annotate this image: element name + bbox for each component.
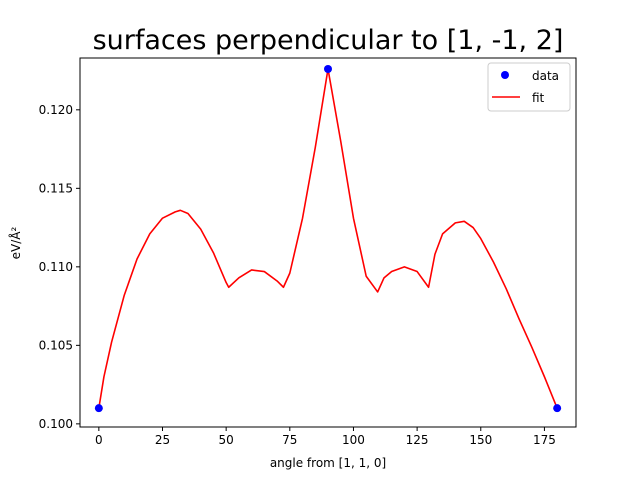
y-axis-label: eV/Å² <box>8 226 23 259</box>
data-point <box>324 64 332 73</box>
data-point <box>94 404 103 413</box>
fit-line <box>98 68 558 409</box>
legend-label-fit: fit <box>532 91 545 105</box>
y-tick-label: 0.115 <box>39 181 73 195</box>
x-axis-label: angle from [1, 1, 0] <box>270 456 386 470</box>
x-tick-label: 75 <box>282 433 297 447</box>
y-tick-label: 0.110 <box>39 260 73 274</box>
legend-marker-data <box>501 71 509 79</box>
chart-title: surfaces perpendicular to [1, -1, 2] <box>93 25 564 56</box>
x-tick-label: 25 <box>155 433 170 447</box>
y-tick-label: 0.100 <box>39 417 73 431</box>
plot-area: 0 25 50 75 100 125 150 175 0.100 0.105 0.110 0.115 0… <box>39 57 577 447</box>
x-tick-label: 125 <box>406 433 429 447</box>
data-point <box>553 404 562 413</box>
x-tick-label: 175 <box>533 433 556 447</box>
y-tick-label: 0.105 <box>39 338 73 352</box>
x-tick-label: 150 <box>469 433 492 447</box>
x-tick-label: 100 <box>342 433 365 447</box>
y-tick-label: 0.120 <box>39 103 73 117</box>
x-tick-label: 0 <box>95 433 103 447</box>
legend-label-data: data <box>532 69 559 83</box>
axes-frame <box>79 57 577 428</box>
legend: data fit <box>487 62 571 112</box>
x-tick-label: 50 <box>219 433 234 447</box>
